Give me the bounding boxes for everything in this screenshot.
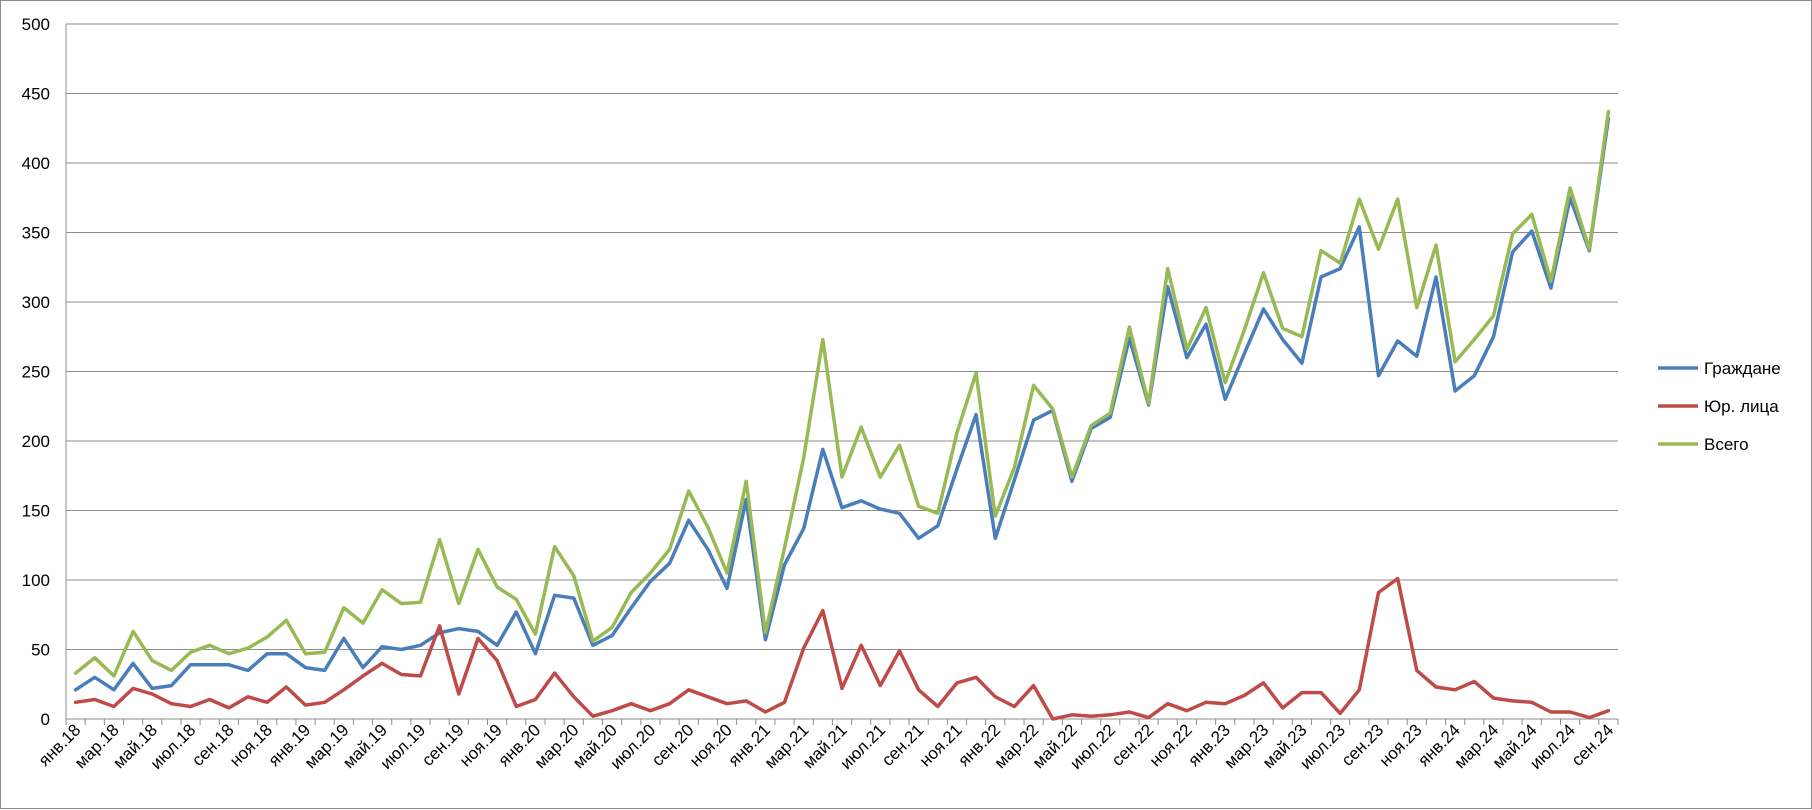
series-line-0 xyxy=(73,116,1611,692)
series-lines xyxy=(73,109,1611,721)
y-tick-label: 0 xyxy=(41,710,50,729)
y-tick-label: 250 xyxy=(22,363,50,382)
x-tick-label: ноя.20 xyxy=(686,720,736,770)
x-tick-label: ноя.21 xyxy=(916,720,966,770)
gridlines xyxy=(66,23,1618,720)
series-line-2 xyxy=(73,109,1611,678)
y-tick-label: 450 xyxy=(22,85,50,104)
x-tick-label: сен.24 xyxy=(1568,720,1617,769)
legend: Граждане Юр. лица Всего xyxy=(1658,359,1781,454)
y-tick-label: 200 xyxy=(22,432,50,451)
x-tick-label: ноя.23 xyxy=(1376,720,1426,770)
y-tick-label: 400 xyxy=(22,154,50,173)
y-tick-label: 350 xyxy=(22,224,50,243)
legend-label: Юр. лица xyxy=(1704,397,1779,416)
y-tick-label: 100 xyxy=(22,571,50,590)
x-tick-label: ноя.19 xyxy=(456,720,506,770)
y-tick-label: 300 xyxy=(22,293,50,312)
x-axis-tick-labels: янв.18мар.18май.18июл.18сен.18ноя.18янв.… xyxy=(35,720,1618,773)
y-tick-label: 500 xyxy=(22,15,50,34)
y-tick-label: 50 xyxy=(31,641,50,660)
legend-label: Граждане xyxy=(1704,359,1781,378)
series-line-1 xyxy=(73,576,1611,721)
y-axis-tick-labels: 0 50 100 150 200 250 300 350 400 450 500 xyxy=(22,15,50,729)
x-tick-label: ноя.22 xyxy=(1146,720,1196,770)
x-tick-label: ноя.18 xyxy=(226,720,276,770)
axes xyxy=(65,24,1619,725)
y-tick-label: 150 xyxy=(22,502,50,521)
legend-label: Всего xyxy=(1704,435,1749,454)
